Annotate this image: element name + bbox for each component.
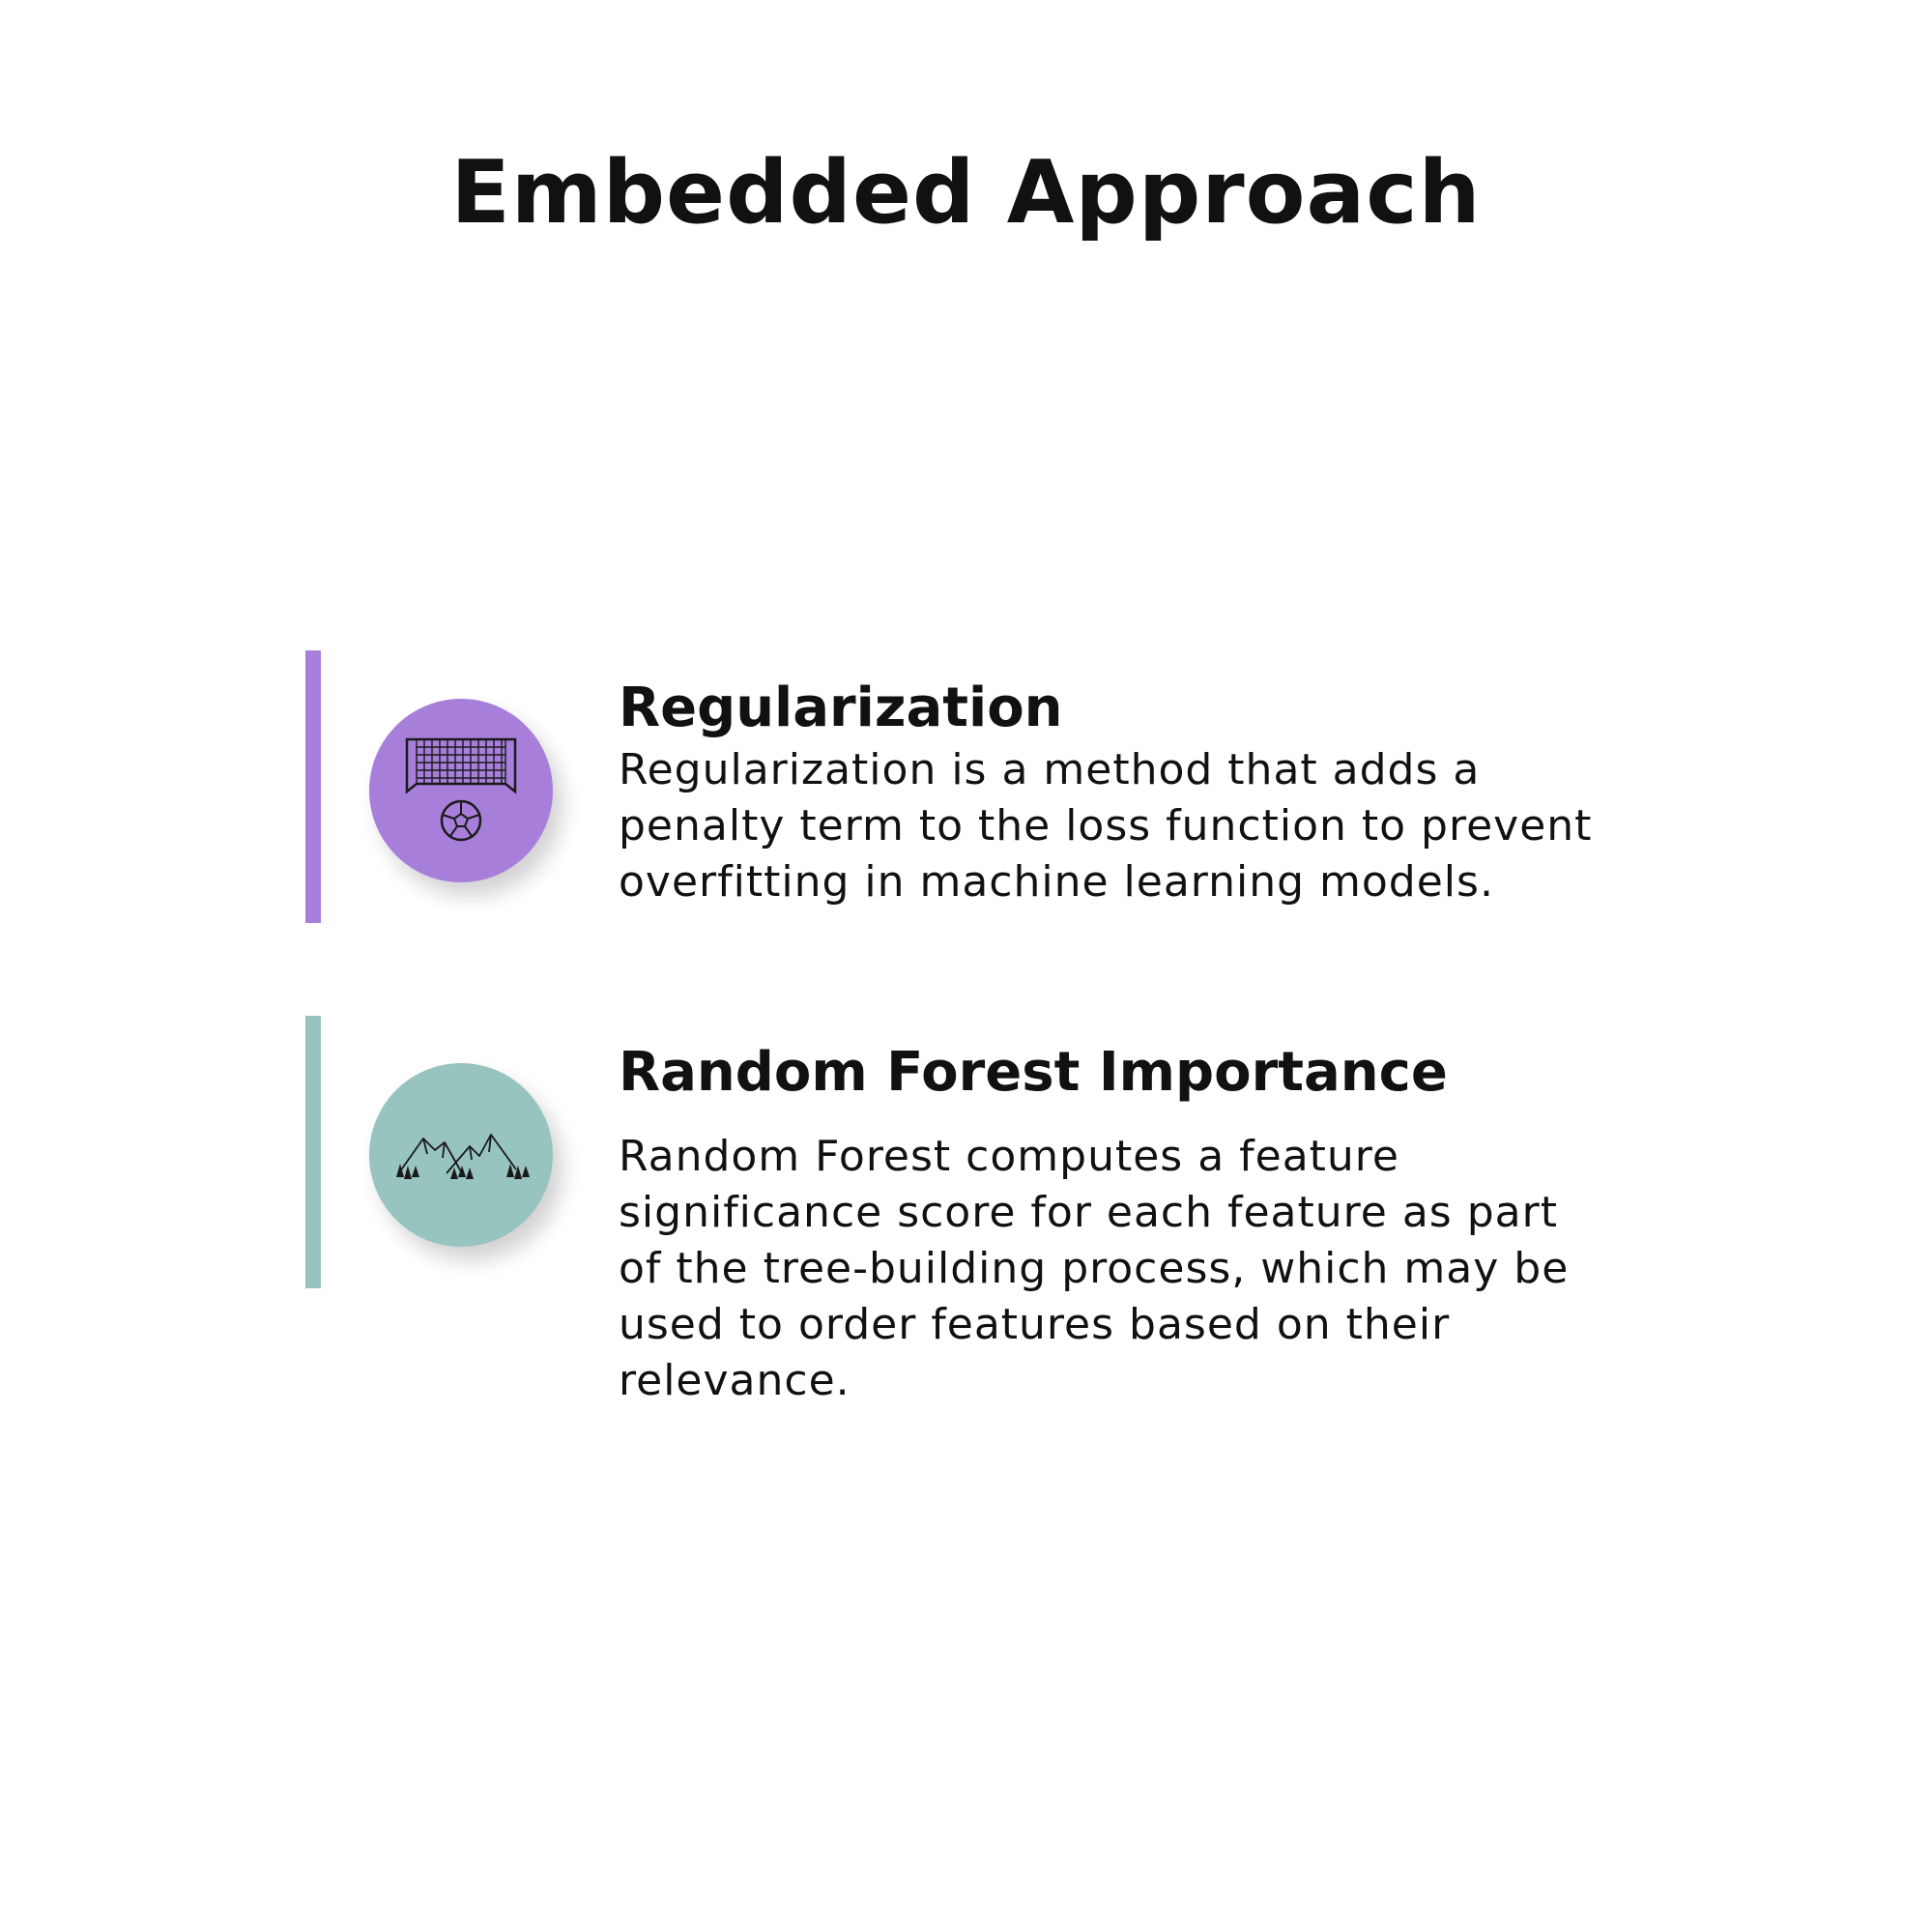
soccer-goal-icon [405,737,517,842]
icon-circle [369,699,553,882]
accent-bar [305,650,321,923]
item-description: Random Forest computes a feature signifi… [619,1132,1570,1405]
mountains-forest-icon [396,1134,530,1179]
page-title: Embedded Approach [450,142,1482,244]
icon-circle [369,1063,553,1247]
accent-bar [305,1016,321,1288]
item-heading: Random Forest Importance [619,1041,1448,1104]
item-heading: Regularization [619,677,1063,739]
item-description: Regularization is a method that adds a p… [619,745,1593,907]
